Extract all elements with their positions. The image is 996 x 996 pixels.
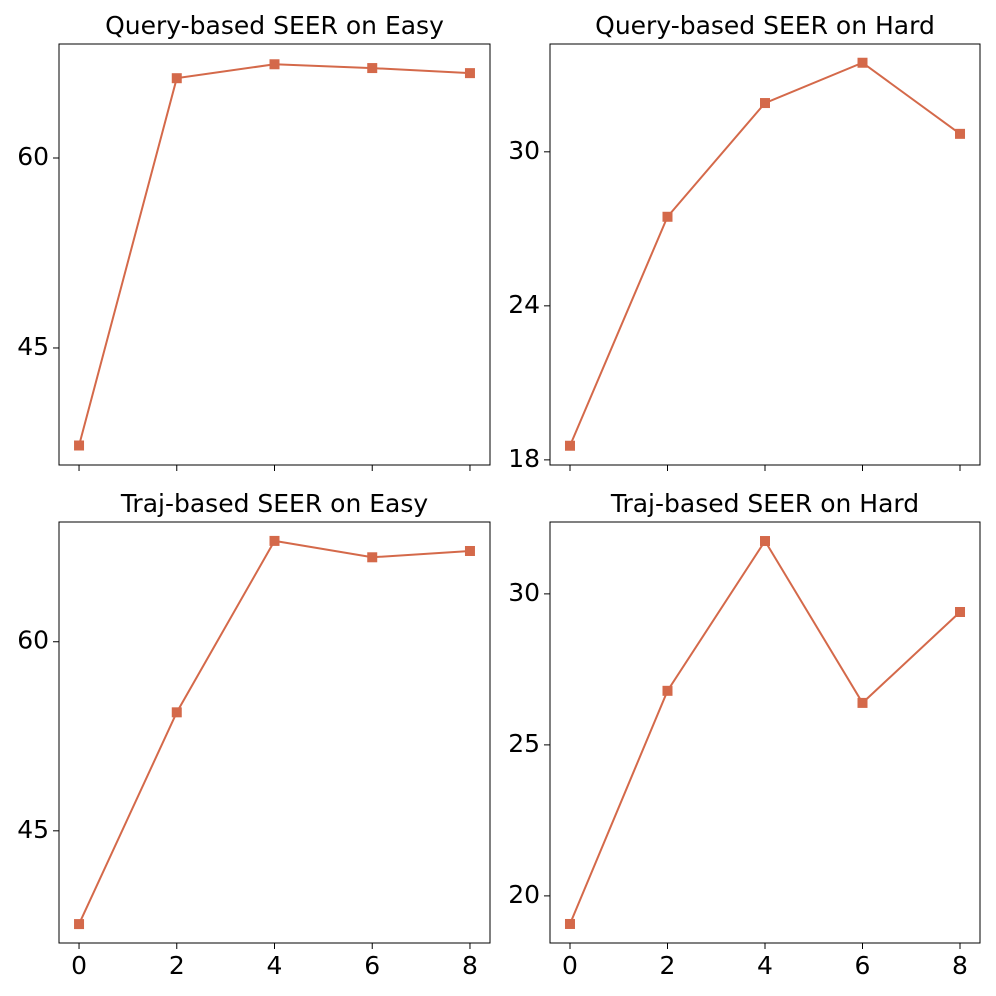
plot-frame [58, 521, 491, 944]
marker [269, 59, 280, 70]
chart-title: Traj-based SEER on Easy [120, 489, 429, 518]
y-tick-label: 60 [17, 626, 49, 655]
marker [269, 535, 280, 546]
marker [367, 63, 378, 74]
line [78, 63, 471, 446]
y-tick-label: 24 [508, 290, 540, 319]
marker [662, 685, 673, 696]
line [78, 539, 471, 925]
y-tick-label: 45 [17, 332, 49, 361]
line [569, 539, 961, 925]
marker [464, 545, 475, 556]
marker [857, 57, 868, 68]
x-tick-label: 8 [952, 951, 968, 980]
line [569, 61, 961, 447]
marker [955, 128, 966, 139]
y-tick-label: 30 [508, 136, 540, 165]
marker [564, 918, 575, 929]
plot-frame [58, 43, 491, 466]
x-tick-label: 4 [757, 951, 773, 980]
chart-title: Query-based SEER on Easy [105, 11, 444, 40]
marker [760, 536, 770, 547]
y-tick-label: 25 [508, 729, 540, 758]
marker [171, 707, 182, 718]
marker [662, 211, 673, 222]
chart-title: Query-based SEER on Hard [595, 11, 935, 40]
x-tick-label: 4 [267, 951, 283, 980]
x-tick-label: 6 [855, 951, 871, 980]
marker [74, 919, 85, 930]
y-tick-label: 30 [508, 578, 540, 607]
x-tick-label: 2 [660, 951, 676, 980]
plot-frame [549, 521, 981, 944]
marker [171, 73, 182, 84]
x-tick-label: 0 [562, 951, 578, 980]
marker [367, 552, 378, 563]
x-tick-label: 8 [462, 951, 478, 980]
chart-title: Traj-based SEER on Hard [610, 489, 919, 518]
x-tick-label: 0 [71, 951, 87, 980]
marker [760, 98, 770, 109]
x-tick-label: 6 [364, 951, 380, 980]
x-tick-label: 2 [169, 951, 185, 980]
y-tick-label: 60 [17, 142, 49, 171]
marker [74, 440, 85, 451]
y-tick-label: 45 [17, 815, 49, 844]
y-tick-label: 20 [508, 880, 540, 909]
marker [464, 68, 475, 79]
y-tick-label: 18 [508, 444, 540, 473]
marker [955, 606, 966, 617]
marker [564, 440, 575, 451]
marker [857, 697, 868, 708]
